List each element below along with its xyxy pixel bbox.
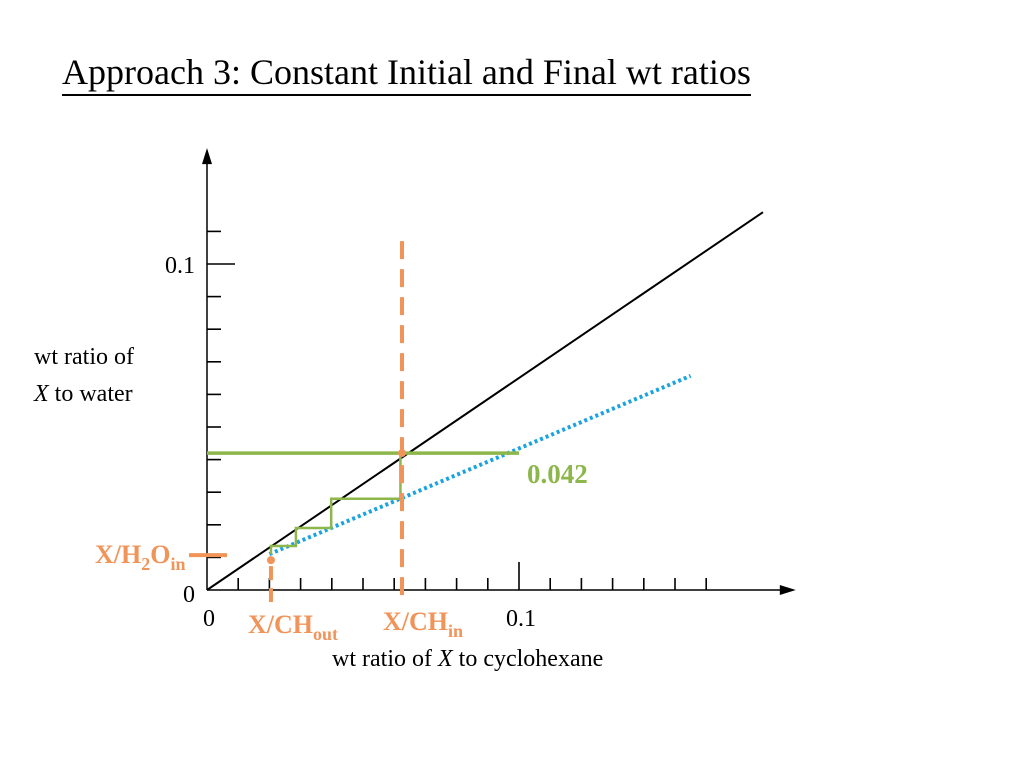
x-tick-label: 0.1 xyxy=(506,606,536,632)
chart-labels: 0 0.1 0 0.1 0.042 wt ratio of X to cyclohexan… xyxy=(33,253,603,672)
operating-line xyxy=(268,373,692,556)
x-ch-in-label: X/CHin xyxy=(383,607,463,641)
x-axis-arrow xyxy=(779,585,796,595)
stage-steps xyxy=(269,453,402,555)
x-tick-label: 0 xyxy=(203,606,215,632)
x-h2o-in-label: X/H2Oin xyxy=(95,540,185,574)
slide-title: Approach 3: Constant Initial and Final w… xyxy=(62,50,751,96)
minor-ticks xyxy=(207,230,708,590)
y-tick-label: 0 xyxy=(183,582,195,608)
chart-lines xyxy=(189,211,764,602)
x-ch-out-label: X/CHout xyxy=(248,610,338,644)
feed-point xyxy=(398,449,406,458)
y-axis-arrow xyxy=(202,148,212,165)
feed-level-label: 0.042 xyxy=(527,459,588,489)
y-tick-label: 0.1 xyxy=(165,253,195,279)
y-axis-label-line2: X to water xyxy=(33,381,133,407)
outlet-point xyxy=(266,556,275,565)
axes xyxy=(202,148,796,595)
equilibrium-line xyxy=(206,211,764,591)
x-axis-label: wt ratio of X to cyclohexane xyxy=(332,646,603,672)
y-axis-label-line1: wt ratio of xyxy=(34,344,134,370)
